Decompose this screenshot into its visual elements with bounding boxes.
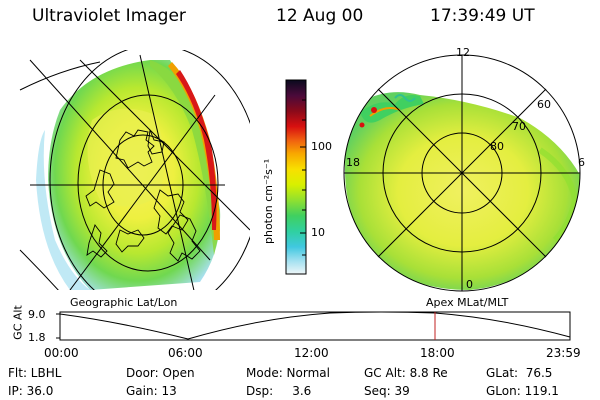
mlt-label-0: 0 <box>466 278 473 291</box>
status-ip: IP: 36.0 <box>8 384 54 398</box>
magnetic-polar-map <box>343 54 581 292</box>
status-seq: Seq: 39 <box>364 384 410 398</box>
status-glat: GLat: 76.5 <box>486 366 553 380</box>
colorbar <box>285 79 307 275</box>
mlt-label-6: 6 <box>578 156 585 169</box>
timeline-axis-label: GC Alt <box>11 305 25 340</box>
mlat-label-80: 80 <box>490 140 504 153</box>
status-filter: Flt: LBHL <box>8 366 62 380</box>
status-gc-alt: GC Alt: 8.8 Re <box>364 366 448 380</box>
colorbar-tick-100: 100 <box>311 140 332 153</box>
timeline-ytick-1-8: 1.8 <box>28 331 46 344</box>
mlat-label-70: 70 <box>512 120 526 133</box>
timeline-xtick-2359: 23:59 <box>546 346 581 360</box>
mlat-label-60: 60 <box>537 98 551 111</box>
status-dsp: Dsp: 3.6 <box>246 384 312 398</box>
observation-time: 17:39:49 UT <box>430 6 535 26</box>
status-door: Door: Open <box>126 366 195 380</box>
mlt-label-12: 12 <box>456 46 470 59</box>
mlt-label-18: 18 <box>346 156 360 169</box>
left-map-caption: Geographic Lat/Lon <box>70 296 178 309</box>
instrument-title: Ultraviolet Imager <box>32 6 186 26</box>
altitude-curve <box>59 311 571 340</box>
timeline-xtick-0600: 06:00 <box>168 346 203 360</box>
timeline-xtick-1800: 18:00 <box>420 346 455 360</box>
timeline-ytick-9: 9.0 <box>28 308 46 321</box>
timeline-xtick-0000: 00:00 <box>44 346 79 360</box>
altitude-timeline <box>56 311 571 341</box>
timeline-xtick-1200: 12:00 <box>294 346 329 360</box>
status-gain: Gain: 13 <box>126 384 177 398</box>
status-glon: GLon: 119.1 <box>486 384 559 398</box>
colorbar-ticks <box>300 99 306 256</box>
colorbar-unit-label: photon cm⁻²s⁻¹ <box>262 158 275 244</box>
right-map-caption: Apex MLat/MLT <box>426 296 509 309</box>
status-mode: Mode: Normal <box>246 366 330 380</box>
geographic-map <box>19 50 250 290</box>
observation-date: 12 Aug 00 <box>276 6 364 26</box>
colorbar-tick-10: 10 <box>311 226 325 239</box>
